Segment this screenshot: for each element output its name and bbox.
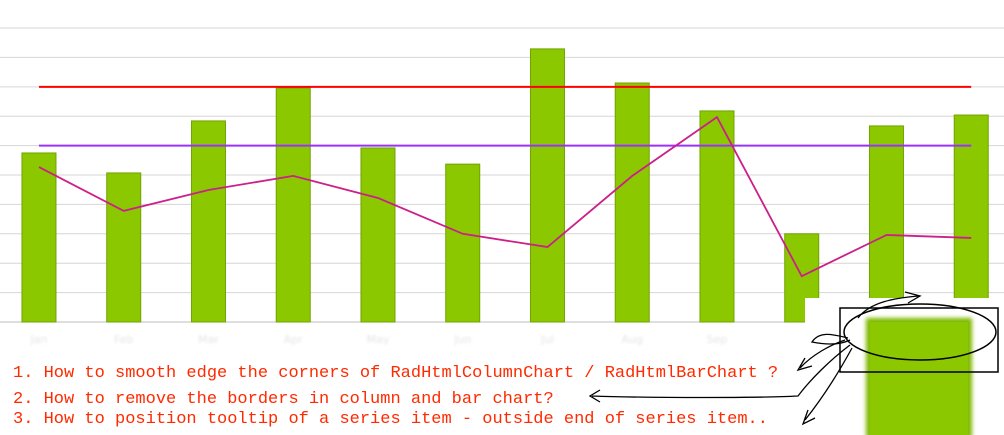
bar [360, 147, 396, 323]
bar [953, 114, 989, 323]
scribble-arrow [801, 347, 853, 426]
bar [190, 120, 226, 323]
x-tick-label: Jul [540, 333, 554, 346]
bar [699, 110, 735, 323]
annotation: 1. How to smooth edge the corners of Rad… [13, 364, 778, 383]
x-tick-label: May [367, 333, 390, 346]
bar [275, 87, 311, 323]
x-tick-label: Apr [284, 333, 304, 346]
scribble-arrow [588, 344, 851, 403]
highlight-box [839, 307, 999, 373]
x-tick-label: Mar [198, 333, 219, 346]
scribble [810, 333, 851, 345]
line-series [38, 115, 972, 278]
bar [614, 82, 650, 323]
annotation: 2. How to remove the borders in column a… [13, 390, 554, 409]
x-tick-label: Feb [114, 333, 133, 346]
bar [868, 125, 904, 323]
plot-area: Jan Feb Mar Apr May Jun Jul Aug Sep [0, 27, 1004, 346]
bar [529, 48, 565, 323]
x-tick-label: Sep [707, 333, 728, 346]
bar [445, 163, 481, 323]
x-tick-label: Jan [29, 333, 47, 346]
scribble-ellipse [843, 303, 997, 361]
zoomed-bar [870, 322, 968, 435]
zoom-overlay [588, 291, 1004, 435]
annotation: 3. How to position tooltip of a series i… [13, 410, 768, 429]
scribble-arrow [857, 291, 922, 319]
scribble-arrow [796, 339, 846, 372]
bar [106, 172, 142, 323]
x-tick-label: Jun [453, 333, 471, 346]
x-tick-label: Aug [621, 333, 642, 346]
bar [21, 152, 57, 323]
annotations: 1. How to smooth edge the corners of Rad… [13, 364, 778, 429]
